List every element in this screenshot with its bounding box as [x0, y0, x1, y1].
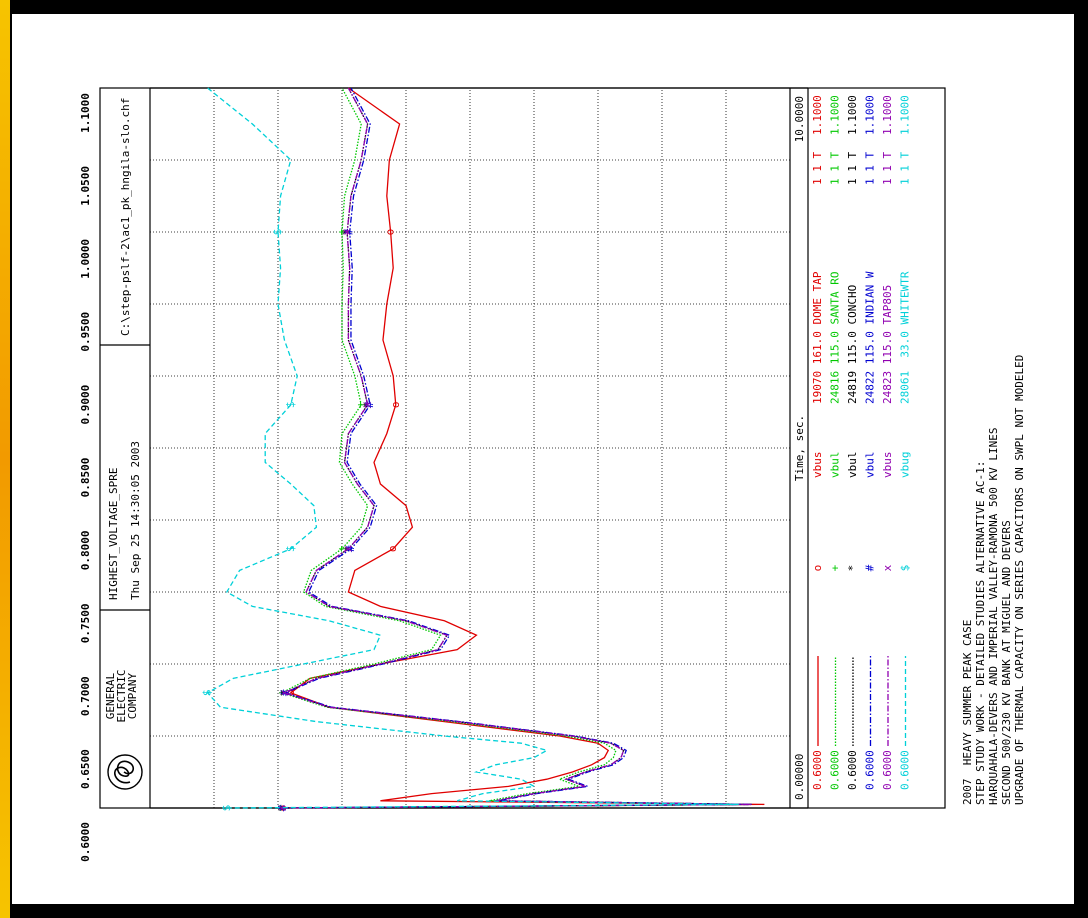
series-marker: x [277, 689, 290, 696]
series-line [283, 87, 765, 809]
legend-label: 24823 115.0 TAP805 [881, 285, 894, 404]
series-marker: * [275, 805, 288, 812]
series-marker: + [274, 804, 287, 811]
series-marker: $ [271, 229, 284, 236]
series-marker: $ [284, 401, 297, 408]
legend-variable: vbul [846, 452, 859, 479]
legend-label: 24822 115.0 INDIAN W [864, 271, 877, 404]
chart-title: HIGHEST_VOLTAGE_SPRE [107, 468, 120, 600]
legend-scale-max: 1.1000 [846, 95, 859, 135]
legend-circuit: 1 1 T [811, 152, 824, 185]
y-tick-label: 0.7500 [79, 603, 92, 643]
series-marker: $ [201, 689, 214, 696]
series-marker: # [344, 545, 357, 552]
legend-label: 19070 161.0 DOME TAP [811, 271, 824, 404]
legend-scale-max: 1.1000 [899, 95, 912, 135]
legend-variable: vbus [811, 452, 824, 479]
series-marker: # [363, 401, 376, 408]
note-line: UPGRADE OF THERMAL CAPACITY ON SERIES CA… [1013, 355, 1026, 805]
series-marker: o [284, 689, 297, 696]
legend-marker: x [881, 564, 894, 571]
y-tick-label: 0.8500 [79, 458, 92, 498]
legend-scale-min: 0.6000 [864, 750, 877, 790]
y-tick-label: 0.9500 [79, 312, 92, 352]
legend-marker: * [846, 565, 859, 572]
legend-marker: + [829, 564, 842, 571]
x-tick-label: 10.0000 [793, 96, 806, 142]
chart-subtitle: Thu Sep 25 14:30:05 2003 [129, 441, 142, 600]
legend-variable: vbul [829, 452, 842, 479]
legend-variable: vbul [864, 452, 877, 479]
y-tick-label: 0.8000 [79, 531, 92, 571]
series-marker: o [384, 229, 397, 236]
y-tick-label: 1.0500 [79, 166, 92, 206]
series-line [280, 87, 752, 809]
legend-marker: o [811, 565, 824, 572]
series-marker: + [335, 545, 348, 552]
file-name: C:\step-pslf-2\ac1_pk_hngila-slo.chf [119, 98, 132, 336]
legend-scale-min: 0.6000 [829, 750, 842, 790]
series-line [206, 87, 739, 809]
legend-variable: vbug [899, 452, 912, 479]
legend-scale-max: 1.1000 [811, 95, 824, 135]
legend-circuit: 1 1 T [881, 152, 894, 185]
legend-scale-max: 1.1000 [864, 95, 877, 135]
y-tick-label: 0.7000 [79, 676, 92, 716]
note-line: HARQUAHALA-DEVERS AND IMPERIAL VALLEY-RA… [987, 428, 1000, 806]
series-line [281, 87, 752, 809]
series-marker: o [389, 401, 402, 408]
series-marker: o [386, 545, 399, 552]
series-marker: # [343, 228, 356, 235]
company-line: COMPANY [126, 672, 139, 719]
series-marker: x [361, 401, 374, 408]
x-tick-label: 0.00000 [793, 754, 806, 800]
legend-circuit: 1 1 T [846, 152, 859, 185]
legend-circuit: 1 1 T [829, 152, 842, 185]
window-edge [0, 0, 10, 918]
legend-variable: vbus [881, 452, 894, 479]
y-tick-label: 0.6000 [79, 822, 92, 862]
legend-marker: $ [899, 565, 912, 572]
series-line [283, 87, 752, 809]
logo [107, 754, 143, 790]
legend-label: 24819 115.0 CONCHO [846, 285, 859, 404]
series-marker: $ [284, 545, 297, 552]
legend-scale-max: 1.1000 [881, 95, 894, 135]
legend-circuit: 1 1 T [864, 152, 877, 185]
legend-scale-max: 1.1000 [829, 95, 842, 135]
legend-scale-min: 0.6000 [846, 750, 859, 790]
y-tick-label: 1.1000 [79, 93, 92, 133]
y-tick-label: 1.0000 [79, 239, 92, 279]
legend-scale-min: 0.6000 [899, 750, 912, 790]
series-marker: x [275, 804, 288, 811]
paper [12, 14, 1074, 904]
series-marker: + [354, 401, 367, 408]
legend-label: 24816 115.0 SANTA RO [829, 272, 842, 404]
company-line: GENERAL [104, 672, 117, 719]
series-marker: x [341, 545, 354, 552]
series-marker: $ [220, 805, 233, 812]
logo-ring [107, 754, 143, 790]
series-line [281, 87, 752, 809]
series-marker: + [275, 689, 288, 696]
legend-marker: # [864, 564, 877, 571]
legend-label: 28061 33.0 WHITEWTR [899, 271, 912, 404]
y-tick-label: 0.9000 [79, 385, 92, 425]
note-line: SECOND 500/230 KV BANK AT MIGUEL AND DEV… [1000, 520, 1013, 805]
logo-monogram [114, 760, 135, 784]
series-marker: x [340, 228, 353, 235]
legend-scale-min: 0.6000 [881, 750, 894, 790]
rotated-plot: GENERAL ELECTRIC COMPANY HIGHEST_VOLTAGE… [79, 87, 1026, 862]
legend-scale-min: 0.6000 [811, 750, 824, 790]
y-tick-label: 0.6500 [79, 749, 92, 789]
note-line: 2007 HEAVY SUMMER PEAK CASE [961, 620, 974, 805]
note-line: STEP STUDY WORK - DETAILED STUDIES ALTER… [974, 461, 987, 805]
series-marker: + [335, 228, 348, 235]
x-axis-label: Time, sec. [793, 415, 806, 481]
company-line: ELECTRIC [115, 670, 128, 723]
legend-circuit: 1 1 T [899, 152, 912, 185]
